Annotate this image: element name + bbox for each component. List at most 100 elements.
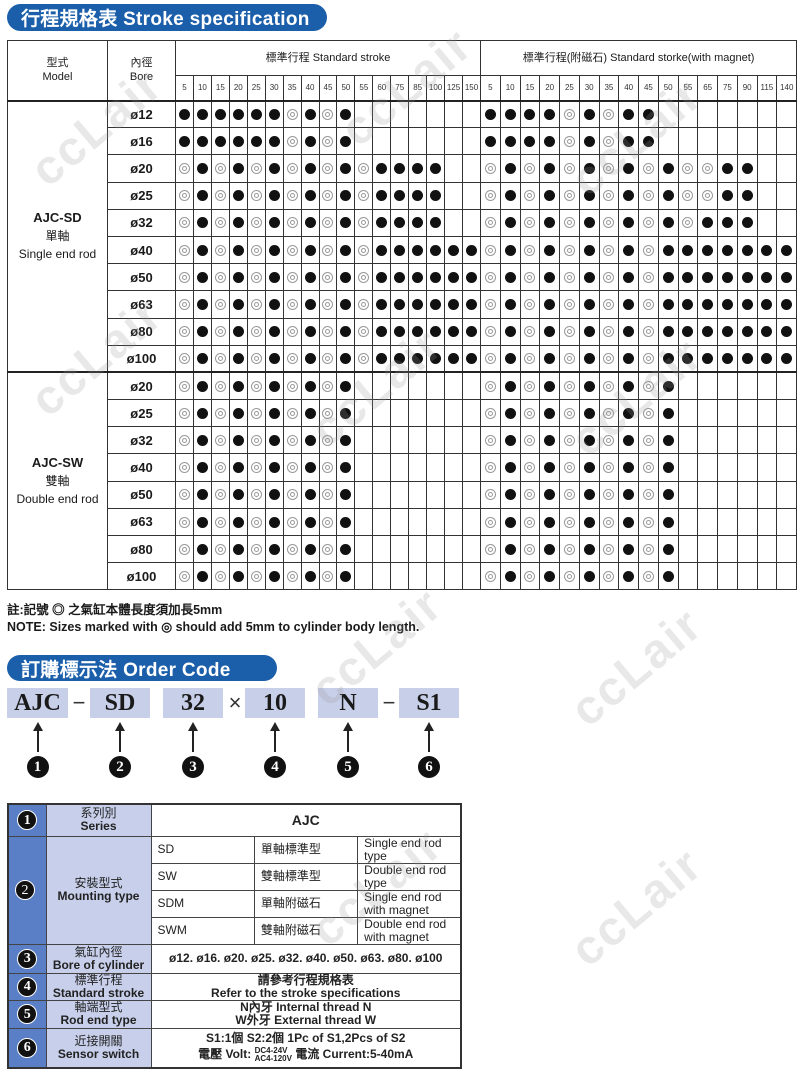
standard-stroke-cell bbox=[228, 235, 248, 265]
row-mounting: SW 雙軸標準型 Double end rod type bbox=[8, 862, 462, 891]
magnet-stroke-cell bbox=[519, 507, 541, 537]
standard-stroke-cell bbox=[300, 263, 320, 292]
double-circle-icon bbox=[322, 489, 334, 501]
standard-stroke-cell bbox=[192, 480, 212, 509]
magnet-stroke-cell bbox=[480, 344, 501, 373]
magnet-stroke-cell bbox=[717, 127, 738, 156]
standard-stroke-cell bbox=[228, 290, 248, 319]
filled-dot-icon bbox=[662, 570, 674, 582]
filled-dot-icon bbox=[304, 353, 316, 365]
standard-stroke-cell bbox=[210, 507, 230, 537]
magnet-stroke-cell bbox=[657, 371, 679, 401]
double-circle-icon bbox=[250, 190, 262, 202]
standard-stroke-cell bbox=[354, 99, 374, 129]
standard-stroke-cell bbox=[444, 344, 463, 373]
standard-stroke-label: 125 bbox=[444, 75, 463, 101]
standard-stroke-cell bbox=[300, 426, 320, 455]
magnet-stroke-cell bbox=[717, 426, 738, 455]
double-circle-icon bbox=[250, 217, 262, 229]
standard-stroke-cell bbox=[426, 154, 446, 183]
standard-stroke-cell bbox=[192, 263, 212, 292]
bore-cell: ø80 bbox=[107, 317, 176, 346]
filled-dot-icon bbox=[781, 299, 793, 310]
standard-stroke-cell bbox=[228, 208, 248, 237]
standard-stroke-cell bbox=[318, 534, 338, 564]
filled-dot-icon bbox=[376, 271, 388, 283]
filled-dot-icon bbox=[376, 326, 388, 338]
double-circle-icon bbox=[484, 244, 496, 256]
filled-dot-icon bbox=[702, 217, 714, 229]
filled-dot-icon bbox=[340, 244, 352, 256]
standard-stroke-cell bbox=[426, 208, 446, 237]
code-part-6: S1 bbox=[399, 688, 459, 718]
magnet-stroke-cell bbox=[519, 290, 541, 319]
filled-dot-icon bbox=[304, 190, 316, 202]
magnet-stroke-cell bbox=[638, 263, 659, 292]
standard-stroke-cell bbox=[300, 344, 320, 373]
standard-stroke-cell bbox=[408, 181, 428, 210]
standard-stroke-cell bbox=[461, 344, 482, 373]
standard-stroke-cell bbox=[175, 235, 194, 265]
filled-dot-icon bbox=[448, 299, 460, 310]
standard-stroke-cell bbox=[390, 507, 410, 537]
filled-dot-icon bbox=[504, 190, 516, 202]
double-circle-icon bbox=[250, 543, 262, 555]
filled-dot-icon bbox=[196, 434, 208, 446]
bore-cell: ø20 bbox=[107, 154, 176, 183]
double-circle-icon bbox=[563, 190, 575, 202]
filled-dot-icon bbox=[394, 271, 406, 283]
filled-dot-icon bbox=[340, 407, 352, 419]
magnet-stroke-cell bbox=[559, 453, 580, 482]
standard-stroke-cell bbox=[336, 426, 356, 455]
standard-stroke-cell bbox=[175, 480, 194, 509]
filled-dot-icon bbox=[466, 244, 477, 256]
mounting-en: Double end rod type bbox=[357, 862, 462, 891]
standard-stroke-cell bbox=[192, 181, 212, 210]
filled-dot-icon bbox=[781, 244, 793, 256]
magnet-stroke-cell bbox=[717, 344, 738, 373]
filled-dot-icon bbox=[340, 543, 352, 555]
bore-cell: ø40 bbox=[107, 235, 176, 265]
arrow-up-icon bbox=[32, 722, 43, 752]
magnet-stroke-cell bbox=[559, 534, 580, 564]
standard-stroke-cell bbox=[264, 344, 284, 373]
double-circle-icon bbox=[214, 543, 226, 555]
standard-stroke-cell bbox=[408, 127, 428, 156]
filled-dot-icon bbox=[721, 244, 733, 256]
double-circle-icon bbox=[603, 326, 615, 338]
standard-stroke-label: 20 bbox=[228, 75, 248, 101]
code-part-3: 32 bbox=[163, 688, 223, 718]
magnet-stroke-cell bbox=[519, 562, 541, 591]
filled-dot-icon bbox=[304, 570, 316, 582]
standard-stroke-cell bbox=[282, 235, 302, 265]
filled-dot-icon bbox=[583, 299, 595, 310]
double-circle-icon bbox=[286, 135, 298, 147]
filled-dot-icon bbox=[232, 108, 244, 120]
magnet-stroke-cell bbox=[697, 344, 719, 373]
filled-dot-icon bbox=[583, 244, 595, 256]
filled-dot-icon bbox=[544, 271, 556, 283]
filled-dot-icon bbox=[196, 163, 208, 175]
filled-dot-icon bbox=[394, 217, 406, 229]
magnet-stroke-label: 15 bbox=[519, 75, 541, 101]
magnet-stroke-cell bbox=[618, 290, 640, 319]
model-header-en: Model bbox=[42, 71, 73, 84]
magnet-stroke-cell bbox=[717, 99, 738, 129]
magnet-stroke-cell bbox=[598, 371, 620, 401]
filled-dot-icon bbox=[544, 190, 556, 202]
magnet-stroke-cell bbox=[559, 181, 580, 210]
magnet-stroke-cell bbox=[677, 290, 699, 319]
double-circle-icon bbox=[484, 380, 496, 392]
bore-cell: ø12 bbox=[107, 99, 176, 129]
standard-stroke-cell bbox=[336, 371, 356, 401]
standard-stroke-cell bbox=[372, 235, 392, 265]
magnet-stroke-label: 10 bbox=[499, 75, 521, 101]
magnet-stroke-cell bbox=[499, 127, 521, 156]
filled-dot-icon bbox=[214, 135, 226, 147]
magnet-stroke-cell bbox=[638, 507, 659, 537]
filled-dot-icon bbox=[544, 462, 556, 474]
filled-dot-icon bbox=[544, 489, 556, 501]
standard-stroke-cell bbox=[372, 507, 392, 537]
magnet-stroke-cell bbox=[736, 399, 758, 428]
standard-stroke-cell bbox=[210, 562, 230, 591]
